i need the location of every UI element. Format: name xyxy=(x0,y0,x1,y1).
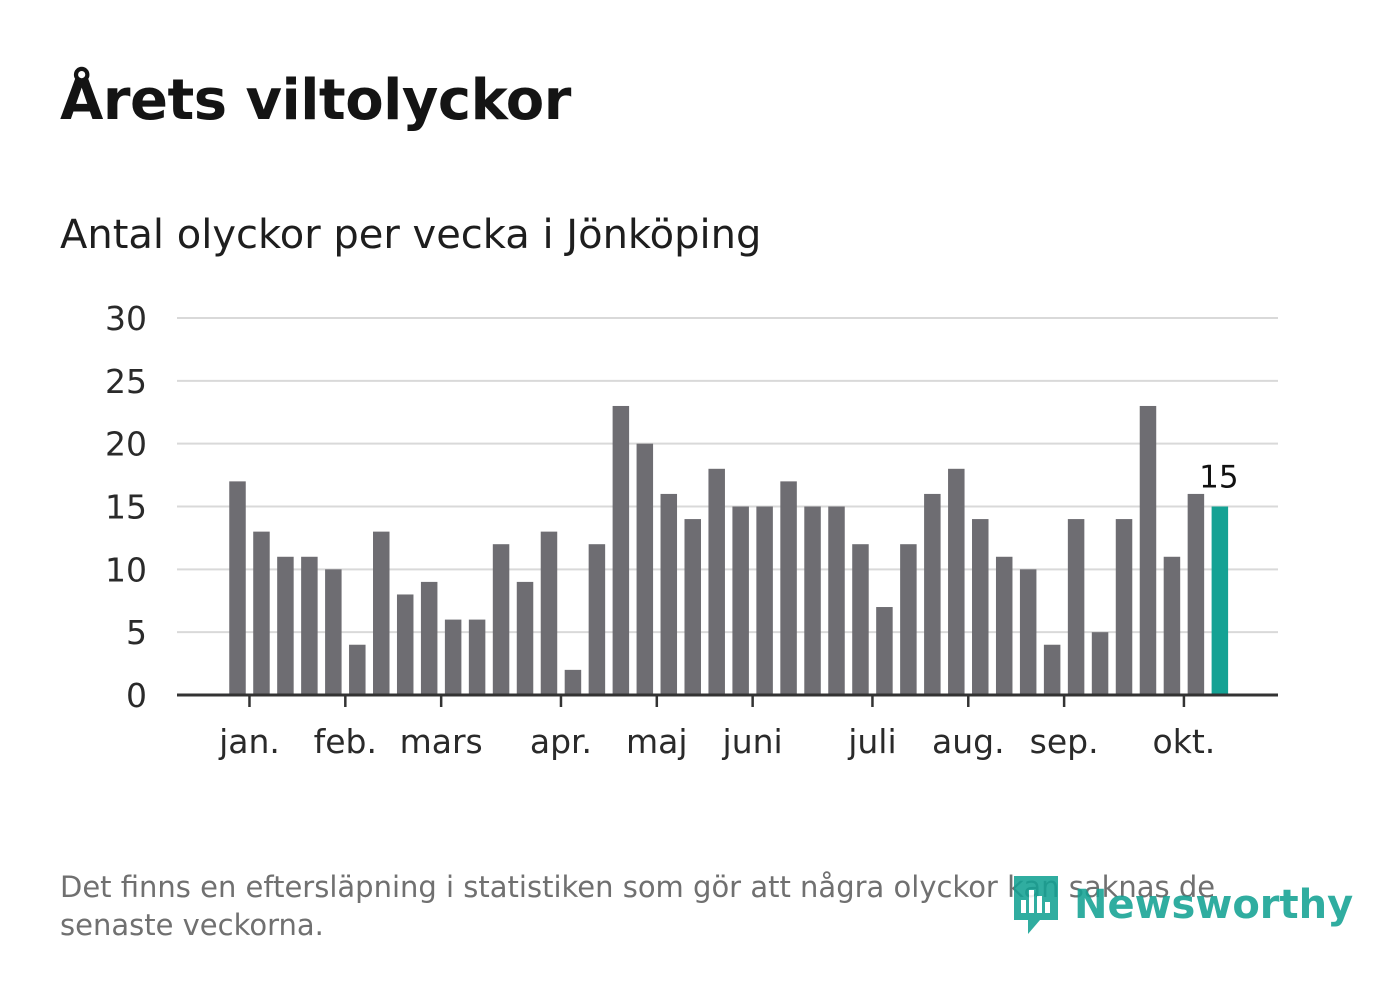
bar xyxy=(349,644,366,695)
bar xyxy=(492,544,510,695)
x-tick-label: maj xyxy=(626,722,688,761)
y-tick-label: 20 xyxy=(105,425,147,464)
x-tick-label: juni xyxy=(722,722,783,761)
bar xyxy=(301,556,318,695)
newsworthy-logo-icon xyxy=(1014,876,1058,934)
x-tick-label: apr. xyxy=(530,722,592,761)
bar-chart: 0 5 10 15 20 25 30 15 jan. feb. mars apr. maj juni jul… xyxy=(105,299,1278,761)
bar xyxy=(732,506,749,695)
bar xyxy=(972,519,989,695)
bar xyxy=(660,493,678,695)
bar xyxy=(636,443,654,695)
x-tick-label: feb. xyxy=(314,722,377,761)
bar xyxy=(253,531,270,695)
x-tick-label: sep. xyxy=(1030,722,1099,761)
bar xyxy=(804,506,821,695)
bar-highlight xyxy=(1211,506,1229,695)
bar xyxy=(924,493,941,695)
x-tick-label: mars xyxy=(400,722,483,761)
bar xyxy=(444,619,462,695)
y-tick-label: 25 xyxy=(105,362,147,401)
bar xyxy=(588,544,606,695)
bar xyxy=(373,531,390,695)
bar xyxy=(876,607,893,695)
x-tick-label: juli xyxy=(847,722,896,761)
newsworthy-logo: Newsworthy xyxy=(1010,872,1353,938)
bar xyxy=(948,468,965,695)
bar xyxy=(516,581,534,695)
bar xyxy=(708,468,725,695)
bar xyxy=(277,556,294,695)
bar xyxy=(1043,644,1061,695)
bar xyxy=(325,569,342,695)
bar-value-label: 15 xyxy=(1199,460,1238,496)
bar xyxy=(852,544,869,695)
bar xyxy=(1139,405,1157,695)
bar xyxy=(1019,569,1037,695)
y-tick-label: 10 xyxy=(105,550,147,589)
brand-name: Newsworthy xyxy=(1074,882,1354,928)
bar xyxy=(1187,493,1205,695)
bar xyxy=(229,481,246,695)
bar xyxy=(900,544,917,695)
y-tick-label: 15 xyxy=(105,488,147,527)
bar xyxy=(1115,519,1133,695)
bar xyxy=(396,594,414,695)
bar xyxy=(564,669,582,695)
bar xyxy=(1067,519,1085,695)
bar xyxy=(540,531,558,695)
x-tick-label: okt. xyxy=(1153,722,1216,761)
bar xyxy=(780,481,797,695)
bar xyxy=(1163,556,1181,695)
bar xyxy=(684,519,701,695)
bar xyxy=(420,581,438,695)
x-tick-label: aug. xyxy=(932,722,1005,761)
bar xyxy=(612,405,630,695)
bar xyxy=(995,556,1013,695)
bar xyxy=(756,506,773,695)
chart-subtitle: Antal olyckor per vecka i Jönköping xyxy=(60,212,762,258)
page-title: Årets viltolyckor xyxy=(60,68,571,133)
bar xyxy=(468,619,486,695)
y-tick-label: 30 xyxy=(105,299,147,338)
y-tick-label: 5 xyxy=(126,613,147,652)
bar xyxy=(1091,632,1109,695)
y-tick-label: 0 xyxy=(126,676,147,715)
x-tick-label: jan. xyxy=(218,722,280,761)
bar xyxy=(828,506,845,695)
